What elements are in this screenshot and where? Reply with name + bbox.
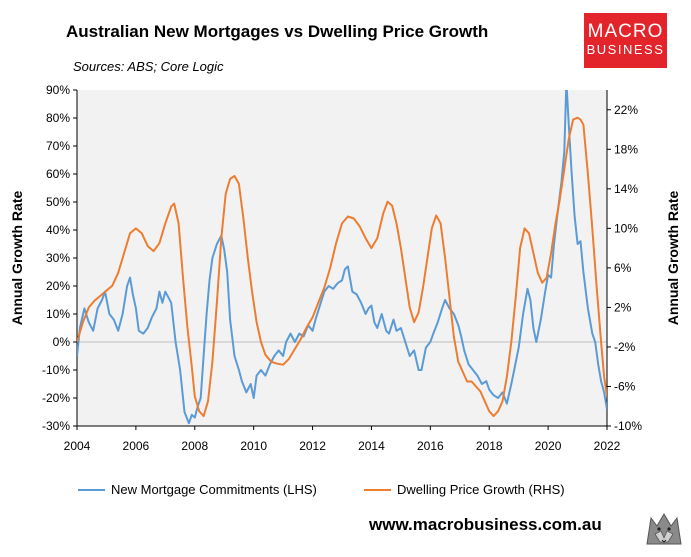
logo-line-1: MACRO xyxy=(587,21,664,42)
website-url: www.macrobusiness.com.au xyxy=(369,515,602,534)
y-tick-label: 70% xyxy=(46,139,70,153)
y2-tick-label: 2% xyxy=(614,300,632,314)
legend-label-mortgages: New Mortgage Commitments (LHS) xyxy=(111,482,317,497)
y-tick-label: 80% xyxy=(46,111,70,125)
y-tick-label: -20% xyxy=(42,391,70,405)
chart-title: Australian New Mortgages vs Dwelling Pri… xyxy=(66,22,489,41)
y-tick-label: 60% xyxy=(46,167,70,181)
y-tick-label: 10% xyxy=(46,307,70,321)
logo-line-2: BUSINESS xyxy=(586,42,665,57)
x-tick-label: 2016 xyxy=(417,439,444,453)
x-tick-label: 2008 xyxy=(181,439,208,453)
y2-tick-label: 22% xyxy=(614,103,638,117)
y2-tick-label: 6% xyxy=(614,261,632,275)
y-tick-label: -30% xyxy=(42,419,70,433)
y-tick-label: 30% xyxy=(46,251,70,265)
x-tick-label: 2012 xyxy=(299,439,326,453)
series-line-mortgages xyxy=(77,90,607,425)
legend-label-dwelling-prices: Dwelling Price Growth (RHS) xyxy=(397,482,565,497)
chart-sources: Sources: ABS; Core Logic xyxy=(73,59,224,74)
y2-tick-label: -6% xyxy=(614,379,636,393)
y-tick-label: -10% xyxy=(42,363,70,377)
x-tick-label: 2022 xyxy=(594,439,621,453)
y2-tick-label: 14% xyxy=(614,182,638,196)
y-tick-label: 0% xyxy=(53,335,71,349)
x-tick-label: 2010 xyxy=(240,439,267,453)
x-tick-label: 2014 xyxy=(358,439,385,453)
y2-tick-label: 18% xyxy=(614,142,638,156)
x-tick-label: 2020 xyxy=(535,439,562,453)
y2-tick-label: -2% xyxy=(614,340,636,354)
y-tick-label: 50% xyxy=(46,195,70,209)
y2-axis-title: Annual Growth Rate xyxy=(665,191,681,326)
y2-tick-label: -10% xyxy=(614,419,642,433)
y-axis-title: Annual Growth Rate xyxy=(9,191,25,326)
y-tick-label: 40% xyxy=(46,223,70,237)
y-tick-label: 20% xyxy=(46,279,70,293)
plot-area xyxy=(77,90,607,426)
x-tick-label: 2004 xyxy=(64,439,91,453)
x-tick-label: 2018 xyxy=(476,439,503,453)
wolf-logo-icon xyxy=(641,504,687,550)
series-line-dwelling-prices xyxy=(77,116,607,418)
macro-business-logo: MACRO BUSINESS xyxy=(584,13,667,68)
y2-tick-label: 10% xyxy=(614,221,638,235)
y-tick-label: 90% xyxy=(46,83,70,97)
x-tick-label: 2006 xyxy=(123,439,150,453)
